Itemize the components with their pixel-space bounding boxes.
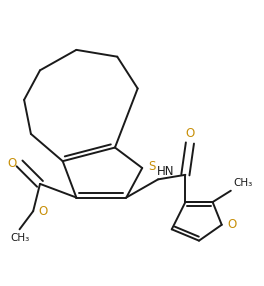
Text: CH₃: CH₃: [10, 233, 29, 243]
Text: O: O: [185, 127, 195, 140]
Text: O: O: [7, 157, 16, 170]
Text: O: O: [39, 205, 48, 218]
Text: O: O: [227, 218, 237, 231]
Text: S: S: [148, 160, 155, 173]
Text: CH₃: CH₃: [233, 178, 252, 188]
Text: HN: HN: [157, 165, 175, 178]
